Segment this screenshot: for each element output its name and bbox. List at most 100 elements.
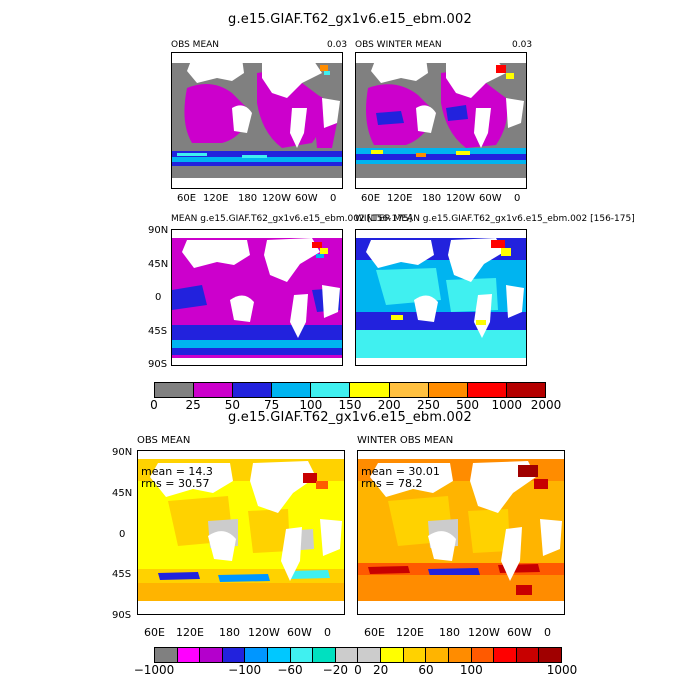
colorbar-label: 75 (263, 398, 280, 412)
figure2-title: g.e15.GIAF.T62_gx1v6.e15_ebm.002 (228, 410, 472, 425)
lon-tick: 120E (203, 193, 229, 204)
lat-tick: 90N (112, 447, 133, 458)
panel-obs-mean (171, 52, 343, 189)
panel5-title: OBS MEAN (137, 435, 191, 446)
panel-model-winter-mean (355, 229, 527, 366)
colorbar-swatch (389, 383, 429, 397)
colorbar-label: −60 (277, 663, 303, 677)
lon-tick: 120E (396, 626, 424, 639)
lon-tick: 180 (439, 626, 460, 639)
panel-obs-winter-mean (355, 52, 527, 189)
colorbar-label: −20 (322, 663, 348, 677)
colorbar-label: 60 (418, 663, 434, 677)
colorbar-swatch (177, 648, 201, 662)
colorbar-swatch (428, 383, 468, 397)
colorbar-swatch (233, 383, 273, 397)
panel1-value: 0.03 (327, 40, 348, 50)
lat-tick: 90S (148, 359, 168, 370)
lon-tick: 60E (364, 626, 385, 639)
lon-tick: 60W (479, 193, 502, 204)
colorbar-swatch (358, 648, 382, 662)
colorbar-label: 150 (338, 398, 362, 412)
colorbar-swatch (245, 648, 269, 662)
lat-tick: 90N (148, 225, 169, 236)
panel6-mean: mean = 30.01 (361, 465, 440, 478)
lon-tick: 0 (324, 626, 331, 639)
colorbar-label: 100 (459, 663, 483, 677)
panel2-title: OBS WINTER MEAN (355, 40, 442, 50)
colorbar-swatch (403, 648, 427, 662)
lon-tick: 120E (176, 626, 204, 639)
colorbar-swatch (448, 648, 472, 662)
panel-diff-obs-mean (137, 450, 345, 615)
figure1-title: g.e15.GIAF.T62_gx1v6.e15_ebm.002 (228, 12, 472, 27)
colorbar-swatch (290, 648, 314, 662)
lon-tick: 0 (514, 193, 521, 204)
colorbar-label: 2000 (530, 398, 562, 412)
colorbar-label: 0 (150, 398, 158, 412)
lon-tick: 60E (177, 193, 197, 204)
panel5-rms: rms = 30.57 (141, 477, 210, 490)
colorbar-swatch (467, 383, 507, 397)
colorbar-label: 25 (185, 398, 201, 412)
lon-tick: 60W (507, 626, 532, 639)
lon-tick: 120W (262, 193, 291, 204)
panel-diff-winter-obs-mean (357, 450, 565, 615)
lon-tick: 0 (544, 626, 551, 639)
colorbar-swatch (539, 648, 561, 662)
colorbar-label: 250 (416, 398, 440, 412)
panel3-title: MEAN g.e15.GIAF.T62_gx1v6.e15_ebm.002 [1… (171, 214, 413, 224)
lon-tick: 0 (330, 193, 337, 204)
panel1-title: OBS MEAN (171, 40, 220, 50)
colorbar-swatch (272, 383, 312, 397)
lon-tick: 120W (446, 193, 475, 204)
colorbar-swatch (471, 648, 495, 662)
colorbar-swatch (313, 648, 336, 662)
lat-tick: 45N (112, 488, 133, 499)
lon-tick: 60W (287, 626, 312, 639)
colorbar-label: 500 (456, 398, 480, 412)
lon-tick: 60W (295, 193, 318, 204)
colorbar-swatch (516, 648, 540, 662)
lon-tick: 180 (219, 626, 240, 639)
panel6-title: WINTER OBS MEAN (357, 435, 454, 446)
figure1-colorbar (154, 382, 546, 398)
colorbar-swatch (155, 383, 195, 397)
panel-model-mean (171, 229, 343, 366)
colorbar-swatch (268, 648, 291, 662)
colorbar-label: 100 (299, 398, 323, 412)
colorbar-label: −1000 (133, 663, 175, 677)
colorbar-swatch (222, 648, 246, 662)
lon-tick: 180 (238, 193, 258, 204)
colorbar-swatch (350, 383, 390, 397)
lat-tick: 45S (112, 569, 132, 580)
colorbar-label: 200 (377, 398, 401, 412)
lon-tick: 60E (361, 193, 381, 204)
panel2-value: 0.03 (512, 40, 533, 50)
colorbar-swatch (311, 383, 351, 397)
colorbar-label: 50 (224, 398, 241, 412)
colorbar-swatch (426, 648, 449, 662)
colorbar-label: 1000 (546, 663, 578, 677)
colorbar-swatch (381, 648, 404, 662)
lon-tick: 120W (248, 626, 280, 639)
colorbar-swatch (194, 383, 234, 397)
lat-tick: 45S (148, 326, 168, 337)
colorbar-label: 20 (373, 663, 389, 677)
lat-tick: 0 (155, 292, 162, 303)
colorbar-swatch (506, 383, 545, 397)
lon-tick: 180 (422, 193, 442, 204)
colorbar-swatch (335, 648, 359, 662)
lat-tick: 0 (119, 529, 126, 540)
colorbar-label: 0 (354, 663, 362, 677)
colorbar-swatch (494, 648, 517, 662)
lon-tick: 60E (144, 626, 165, 639)
lon-tick: 120E (387, 193, 413, 204)
lat-tick: 90S (112, 610, 132, 621)
lat-tick: 45N (148, 259, 169, 270)
colorbar-swatch (200, 648, 223, 662)
colorbar-swatch (155, 648, 178, 662)
panel5-mean: mean = 14.3 (141, 465, 213, 478)
figure2-colorbar (154, 647, 562, 663)
colorbar-label: 1000 (491, 398, 523, 412)
